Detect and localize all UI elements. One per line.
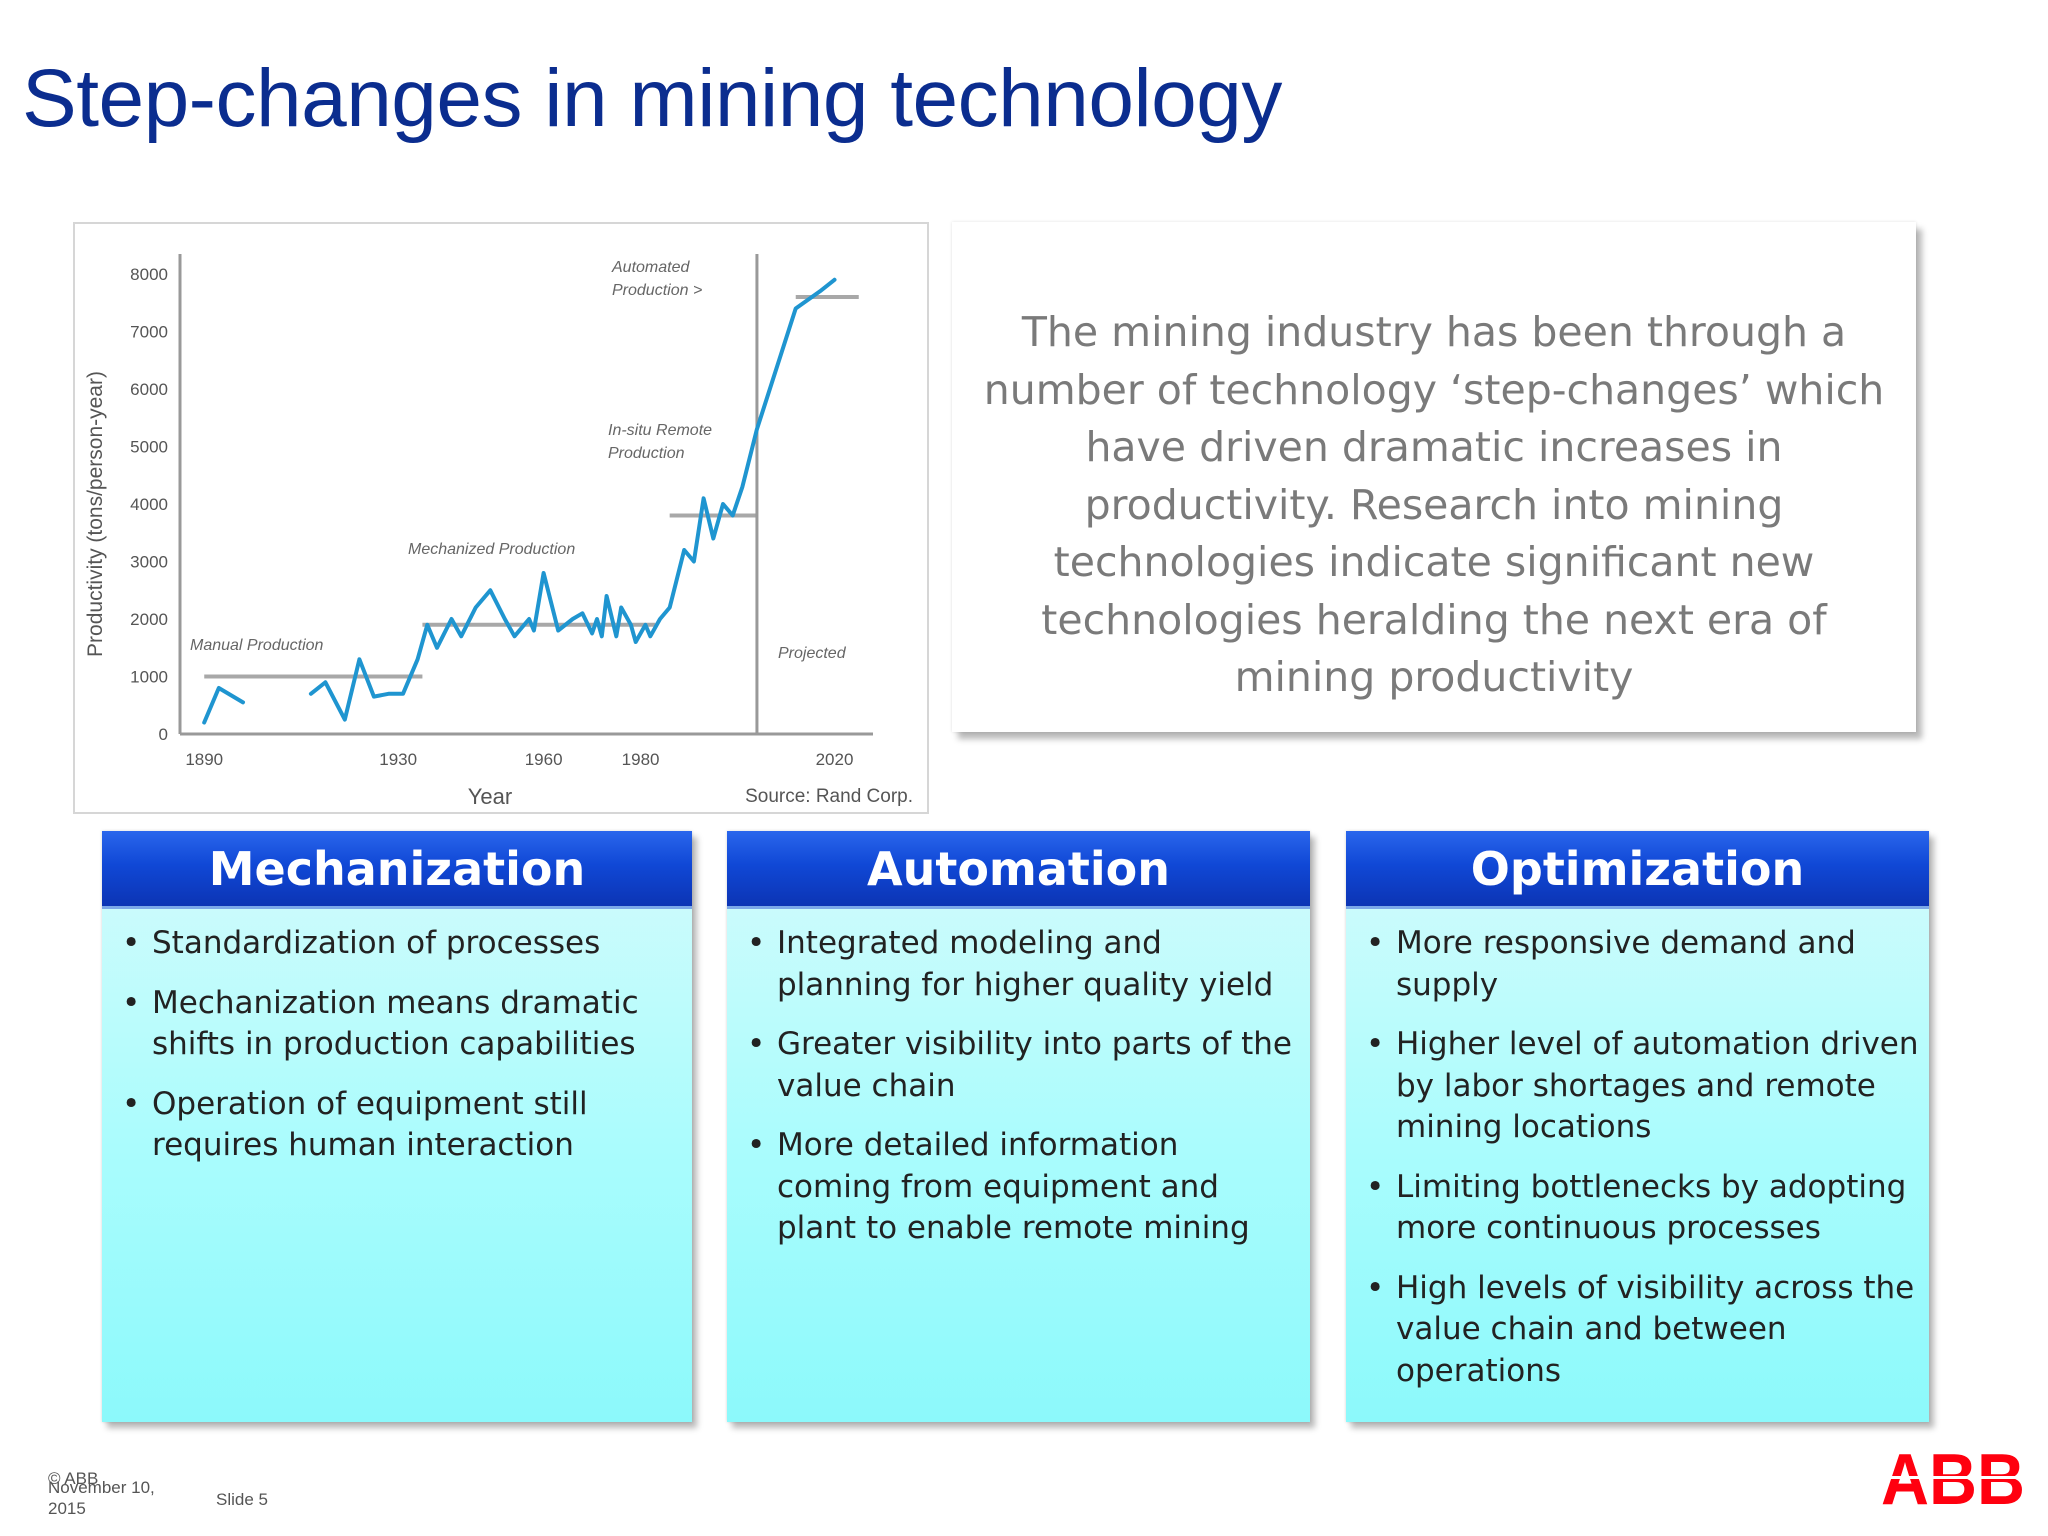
- chart-annotation: Automated: [611, 259, 690, 276]
- intro-text: The mining industry has been through a n…: [983, 308, 1885, 701]
- chart-source: Source: Rand Corp.: [745, 786, 913, 807]
- x-tick-label: 1890: [185, 750, 223, 769]
- bullet-item: Mechanization means dramatic shifts in p…: [122, 983, 682, 1066]
- y-tick-label: 7000: [130, 323, 168, 342]
- y-tick-label: 2000: [130, 610, 168, 629]
- y-tick-label: 6000: [130, 380, 168, 399]
- x-tick-label: 2020: [816, 750, 854, 769]
- card-title: Optimization: [1346, 831, 1929, 909]
- card-title: Mechanization: [102, 831, 692, 909]
- bullet-item: Operation of equipment still requires hu…: [122, 1084, 682, 1167]
- bullet-item: Higher level of automation driven by lab…: [1366, 1024, 1919, 1149]
- slide-title: Step-changes in mining technology: [22, 53, 1282, 144]
- y-axis-label: Productivity (tons/person-year): [84, 371, 107, 657]
- productivity-chart-svg: 0 1000 2000 3000 4000 5000 6000 7000 8000 1890 193…: [84, 254, 913, 809]
- bullet-item: Integrated modeling and planning for hig…: [747, 923, 1300, 1006]
- x-tick-label: 1930: [379, 750, 417, 769]
- optimization-card: Optimization More responsive demand and …: [1346, 831, 1929, 1422]
- y-tick-label: 0: [159, 725, 168, 744]
- abb-logo: ABB: [1881, 1450, 2027, 1508]
- bullet-item: More responsive demand and supply: [1366, 923, 1919, 1006]
- bullet-item: High levels of visibility across the val…: [1366, 1268, 1919, 1393]
- footer-date: November 10,: [48, 1478, 155, 1497]
- chart-annotation: Production >: [612, 282, 702, 299]
- bullet-list: More responsive demand and supply Higher…: [1346, 909, 1929, 1392]
- bullet-list: Integrated modeling and planning for hig…: [727, 909, 1310, 1250]
- footer-date-year: 2015: [48, 1499, 86, 1518]
- y-tick-label: 3000: [130, 553, 168, 572]
- bullet-list: Standardization of processes Mechanizati…: [102, 909, 692, 1167]
- x-tick-label: 1980: [622, 750, 660, 769]
- y-tick-label: 5000: [130, 438, 168, 457]
- bullet-item: Standardization of processes: [122, 923, 682, 965]
- productivity-chart: 0 1000 2000 3000 4000 5000 6000 7000 8000 1890 193…: [73, 222, 929, 814]
- bullet-item: Greater visibility into parts of the val…: [747, 1024, 1300, 1107]
- chart-annotation: Manual Production: [190, 637, 324, 654]
- y-tick-label: 1000: [130, 668, 168, 687]
- x-tick-label: 1960: [525, 750, 563, 769]
- chart-annotation: Projected: [778, 645, 847, 662]
- card-title: Automation: [727, 831, 1310, 909]
- bullet-item: More detailed information coming from eq…: [747, 1125, 1300, 1250]
- slide-number: Slide 5: [216, 1490, 268, 1509]
- copyright-text: © ABB: [48, 1469, 99, 1488]
- productivity-series-line: [202, 686, 245, 725]
- bullet-item: Limiting bottlenecks by adopting more co…: [1366, 1167, 1919, 1250]
- chart-annotation: In-situ Remote: [608, 422, 712, 439]
- productivity-series-line: [308, 277, 837, 722]
- x-axis-label: Year: [468, 784, 512, 809]
- y-tick-label: 8000: [130, 265, 168, 284]
- mechanization-card: Mechanization Standardization of process…: [102, 831, 692, 1422]
- y-tick-label: 4000: [130, 495, 168, 514]
- automation-card: Automation Integrated modeling and plann…: [727, 831, 1310, 1422]
- chart-annotation: Mechanized Production: [408, 541, 575, 558]
- chart-annotation: Production: [608, 445, 685, 462]
- intro-callout: The mining industry has been through a n…: [952, 222, 1916, 732]
